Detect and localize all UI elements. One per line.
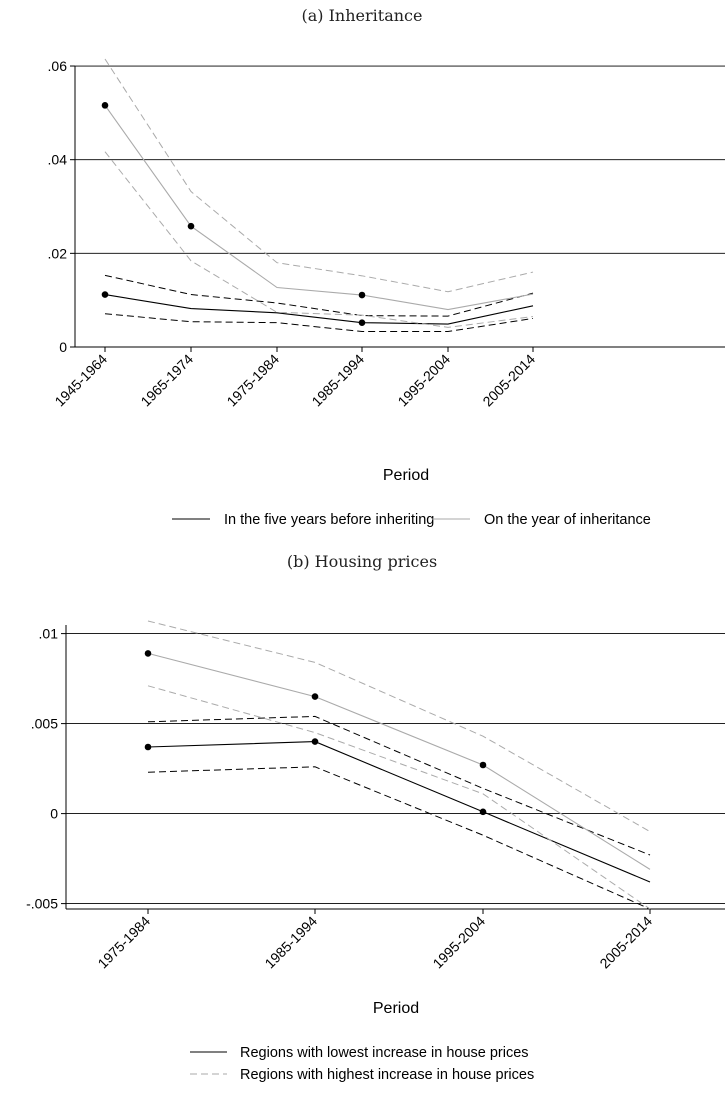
series-1-point xyxy=(479,808,487,816)
series-2-point xyxy=(479,761,487,769)
series-1-ci-lower xyxy=(104,313,534,333)
series-1-ci-upper xyxy=(104,274,534,317)
y-tick-label: .005 xyxy=(31,716,58,732)
panel-a-title: (a) Inheritance xyxy=(302,6,423,25)
panel-a-legend: In the five years before inheriting On t… xyxy=(172,512,651,528)
series-1-ci-lower xyxy=(147,766,651,910)
panel-b-x-ticks: 1975-1984 1985-1994 1995-2004 2005-2014 xyxy=(94,909,655,971)
panel-a-legend-label-2: On the year of inheritance xyxy=(484,512,651,528)
panel-b-legend: Regions with lowest increase in house pr… xyxy=(190,1045,534,1083)
panel-inheritance: (a) Inheritance 0 .02 .04 .06 1945-1964 1965… xyxy=(48,6,725,528)
panel-a-x-axis-label: Period xyxy=(383,467,429,484)
panel-a-x-ticks: 1945-1964 1965-1974 1975-1984 1985-1994 1995… xyxy=(51,347,538,409)
series-2-point xyxy=(101,102,109,109)
panel-a-series xyxy=(101,58,534,333)
y-tick-label: .06 xyxy=(48,58,68,74)
x-tick-label: 1985-1994 xyxy=(261,913,320,972)
y-tick-label: .04 xyxy=(48,152,68,168)
series-1-point xyxy=(101,291,109,298)
series-2-point xyxy=(358,291,366,299)
panel-a-gridlines xyxy=(75,65,725,254)
series-2-line xyxy=(147,652,651,870)
panel-b-gridlines xyxy=(66,633,725,905)
series-2-ci-lower xyxy=(104,151,534,328)
series-2-ci-upper xyxy=(147,620,651,833)
x-tick-label: 2005-2014 xyxy=(596,913,655,972)
panel-housing-prices: (b) Housing prices -.005 0 .005 .01 1975-19… xyxy=(26,552,725,1083)
y-tick-label: 0 xyxy=(59,339,67,355)
panel-b-title: (b) Housing prices xyxy=(287,552,437,571)
x-tick-label: 2005-2014 xyxy=(479,351,538,410)
panel-b-x-axis-label: Period xyxy=(373,1000,419,1017)
panel-b-y-ticks: -.005 0 .005 .01 xyxy=(26,626,66,912)
panel-b-legend-label-2: Regions with highest increase in house p… xyxy=(240,1067,534,1083)
x-tick-label: 1995-2004 xyxy=(429,913,488,972)
series-2-ci-lower xyxy=(147,685,651,910)
series-1-line xyxy=(104,294,534,325)
panel-a-legend-label-1: In the five years before inheriting xyxy=(224,512,434,528)
panel-a-y-ticks: 0 .02 .04 .06 xyxy=(48,58,75,355)
x-tick-label: 1945-1964 xyxy=(51,351,110,410)
series-1-point xyxy=(144,743,152,751)
panel-b-series xyxy=(144,620,651,910)
series-2-point xyxy=(187,222,195,230)
series-2-line xyxy=(104,105,534,311)
series-1-ci-upper xyxy=(147,715,651,856)
x-tick-label: 1985-1994 xyxy=(308,351,367,410)
panel-b-legend-label-1: Regions with lowest increase in house pr… xyxy=(240,1045,529,1061)
series-1-point xyxy=(358,319,366,326)
y-tick-label: .01 xyxy=(39,626,59,642)
series-1-line xyxy=(147,741,651,883)
series-2-ci-upper xyxy=(104,58,534,293)
series-2-point xyxy=(144,650,152,657)
series-2-point xyxy=(311,693,319,700)
x-tick-label: 1975-1984 xyxy=(94,913,153,972)
x-tick-label: 1975-1984 xyxy=(223,351,282,410)
x-tick-label: 1965-1974 xyxy=(137,351,196,410)
y-tick-label: 0 xyxy=(50,806,58,822)
series-1-point xyxy=(311,738,319,745)
x-tick-label: 1995-2004 xyxy=(394,351,453,410)
y-tick-label: .02 xyxy=(48,245,68,261)
y-tick-label: -.005 xyxy=(26,896,58,912)
